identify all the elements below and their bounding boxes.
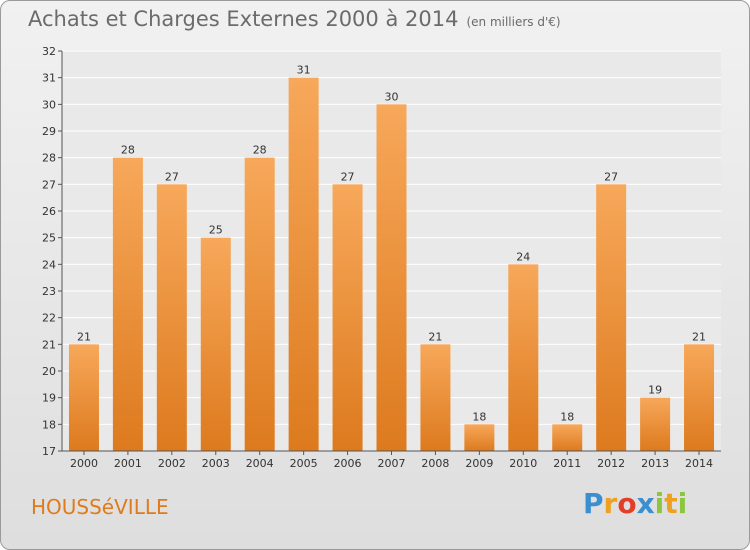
bar-value-label: 27 — [604, 170, 618, 183]
bar-value-label: 21 — [692, 330, 706, 343]
bar — [244, 157, 275, 451]
bar-value-label: 31 — [297, 64, 311, 77]
bar-value-label: 28 — [253, 144, 267, 157]
bar — [464, 424, 495, 451]
bar — [508, 264, 539, 451]
bar-value-label: 21 — [77, 330, 91, 343]
bar — [684, 344, 715, 451]
x-tick-label: 2012 — [597, 457, 625, 470]
bar — [640, 397, 671, 451]
bar-value-label: 30 — [385, 90, 399, 103]
bar-value-label: 18 — [472, 410, 486, 423]
chart-title: Achats et Charges Externes 2000 à 2014 — [28, 7, 459, 31]
logo-letter: P — [583, 487, 604, 520]
x-tick-label: 2008 — [421, 457, 449, 470]
bar-value-label: 19 — [648, 384, 662, 397]
y-tick-label: 26 — [42, 205, 56, 218]
y-tick-label: 27 — [42, 178, 56, 191]
bar — [288, 77, 319, 452]
bar-value-label: 28 — [121, 144, 135, 157]
bar-value-label: 25 — [209, 224, 223, 237]
bar — [332, 184, 363, 452]
commune-name: HOUSSéVILLE — [31, 495, 169, 519]
chart-title-block: Achats et Charges Externes 2000 à 2014 (e… — [28, 7, 561, 31]
y-tick-label: 28 — [42, 152, 56, 165]
bar — [68, 344, 99, 451]
x-tick-label: 2003 — [202, 457, 230, 470]
x-tick-label: 2013 — [641, 457, 669, 470]
bar — [420, 344, 451, 451]
x-tick-label: 2005 — [290, 457, 318, 470]
logo-letter: t — [664, 487, 678, 520]
y-tick-label: 32 — [42, 45, 56, 58]
x-tick-label: 2000 — [70, 457, 98, 470]
logo-letter: o — [617, 487, 637, 520]
x-tick-label: 2014 — [685, 457, 713, 470]
logo-letter: x — [636, 487, 655, 520]
bar-value-label: 18 — [560, 410, 574, 423]
y-tick-label: 30 — [42, 98, 56, 111]
logo-letter: i — [677, 487, 688, 520]
bar — [376, 104, 407, 451]
y-tick-label: 21 — [42, 338, 56, 351]
y-tick-label: 17 — [42, 445, 56, 458]
bar — [200, 237, 231, 451]
x-tick-label: 2007 — [378, 457, 406, 470]
logo-letter: r — [603, 487, 618, 520]
bar-value-label: 27 — [165, 170, 179, 183]
x-tick-label: 2001 — [114, 457, 142, 470]
bar — [156, 184, 187, 452]
x-tick-label: 2009 — [465, 457, 493, 470]
y-tick-label: 20 — [42, 365, 56, 378]
bar — [552, 424, 583, 451]
y-tick-label: 23 — [42, 285, 56, 298]
bar-value-label: 27 — [341, 170, 355, 183]
x-tick-label: 2010 — [509, 457, 537, 470]
bar — [596, 184, 627, 452]
y-tick-label: 29 — [42, 125, 56, 138]
y-tick-label: 19 — [42, 392, 56, 405]
x-tick-label: 2002 — [158, 457, 186, 470]
x-tick-label: 2004 — [246, 457, 274, 470]
chart-unit: (en milliers d'€) — [466, 15, 561, 29]
y-tick-label: 25 — [42, 232, 56, 245]
bar-value-label: 24 — [516, 250, 530, 263]
x-tick-label: 2011 — [553, 457, 581, 470]
bar — [112, 157, 143, 451]
x-tick-label: 2006 — [334, 457, 362, 470]
y-tick-label: 31 — [42, 72, 56, 85]
y-tick-label: 24 — [42, 258, 56, 271]
proxiti-logo: Proxiti — [583, 487, 687, 520]
logo-letter: i — [654, 487, 665, 520]
y-tick-label: 18 — [42, 418, 56, 431]
bar-value-label: 21 — [428, 330, 442, 343]
y-tick-label: 22 — [42, 312, 56, 325]
